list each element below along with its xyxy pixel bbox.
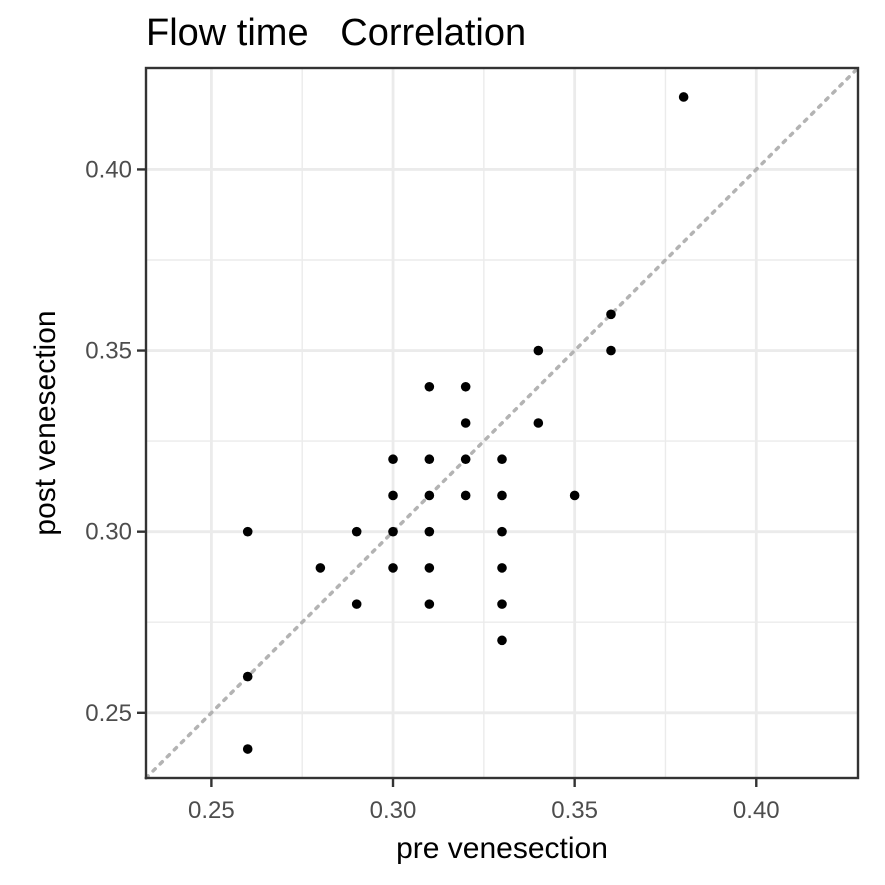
data-point <box>497 563 507 573</box>
x-axis-title: pre venesection <box>396 832 608 865</box>
data-point <box>606 309 616 320</box>
x-axis-ticks: 0.25 0.30 0.35 0.40 <box>188 778 780 824</box>
grid-major <box>146 68 858 778</box>
data-point <box>388 454 398 465</box>
data-point <box>497 635 507 646</box>
data-point <box>242 671 253 682</box>
y-tick-label: 0.30 <box>85 519 132 546</box>
data-point <box>533 345 544 356</box>
data-point <box>388 490 398 501</box>
identity-reference-line <box>144 66 860 780</box>
x-tick-label: 0.40 <box>733 797 780 824</box>
data-point <box>424 454 435 465</box>
data-point <box>569 490 580 501</box>
data-point <box>460 490 471 501</box>
chart-title: Flow time Correlation <box>146 12 527 54</box>
data-point <box>388 526 398 537</box>
data-point <box>606 345 616 356</box>
y-tick-label: 0.25 <box>85 700 132 727</box>
data-point <box>242 744 253 754</box>
data-points <box>242 92 689 754</box>
data-point <box>351 526 362 537</box>
data-point <box>424 490 435 501</box>
y-tick-label: 0.40 <box>85 156 132 183</box>
y-axis-title: post venesection <box>29 310 62 535</box>
data-point <box>533 418 544 428</box>
x-tick-label: 0.35 <box>551 797 598 824</box>
y-axis-ticks: 0.25 0.30 0.35 0.40 <box>85 156 146 727</box>
data-point <box>497 526 507 537</box>
data-point <box>678 92 689 102</box>
data-point <box>497 599 507 609</box>
data-point <box>424 381 435 392</box>
x-tick-label: 0.30 <box>370 797 417 824</box>
data-point <box>351 599 362 609</box>
x-tick-label: 0.25 <box>188 797 235 824</box>
data-point <box>242 526 253 537</box>
panel-border <box>144 66 860 780</box>
data-point <box>424 563 435 573</box>
data-point <box>497 490 507 501</box>
data-point <box>460 381 471 392</box>
grid-minor <box>146 68 858 778</box>
data-point <box>460 418 471 428</box>
data-point <box>388 563 398 573</box>
data-point <box>424 526 435 537</box>
data-point <box>497 454 507 465</box>
data-point <box>424 599 435 609</box>
data-point <box>460 454 471 465</box>
y-tick-label: 0.35 <box>85 338 132 365</box>
data-point <box>315 563 326 573</box>
